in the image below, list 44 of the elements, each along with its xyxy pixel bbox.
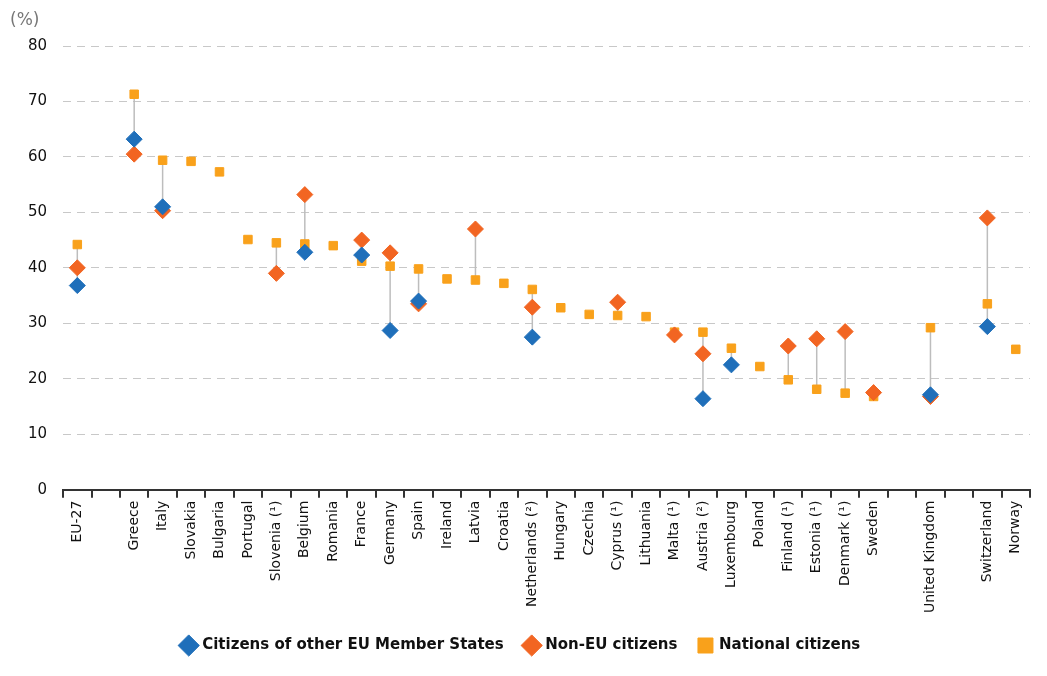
x-tick-label: Estonia (¹) (807, 500, 824, 574)
x-tick-label: Italy (153, 500, 170, 532)
x-tick-label: Finland (¹) (778, 500, 795, 572)
x-tick-label: Croatia (494, 500, 511, 551)
x-tick-label: Belgium (295, 500, 312, 559)
x-tick-label: Greece (124, 500, 141, 551)
y-tick-label: 40 (27, 257, 48, 276)
x-tick-label: Norway (1006, 500, 1023, 554)
x-tick-label: Portugal (238, 500, 255, 559)
y-tick-label: 0 (37, 479, 48, 498)
legend-label: Non-EU citizens (545, 635, 678, 654)
y-tick-label: 20 (27, 368, 48, 387)
x-tick-label: EU-27 (67, 500, 84, 543)
x-tick-label: Hungary (551, 500, 568, 561)
y-tick-label: 10 (27, 424, 48, 443)
y-tick-label: 30 (27, 313, 48, 332)
x-tick-label: United Kingdom (921, 500, 938, 614)
y-tick-label: 60 (27, 146, 48, 165)
x-tick-label: Ireland (437, 500, 454, 550)
x-tick-label: Denmark (¹) (835, 500, 852, 586)
x-tick-label: Bulgaria (210, 500, 227, 559)
x-tick-label: Slovenia (¹) (267, 500, 284, 582)
y-tick-label: 50 (27, 202, 48, 221)
y-tick-label: 70 (27, 91, 48, 110)
x-tick-label: Poland (750, 500, 767, 548)
x-tick-label: Germany (380, 500, 397, 565)
x-tick-label: Switzerland (977, 500, 994, 583)
x-tick-label: Netherlands (²) (522, 500, 539, 607)
x-tick-label: Luxembourg (722, 500, 739, 588)
y-axis-title: (%) (10, 8, 40, 29)
x-tick-label: Latvia (466, 500, 483, 544)
legend-label: National citizens (718, 635, 861, 654)
legend-label: Citizens of other EU Member States (202, 635, 504, 654)
x-tick-label: France (352, 500, 369, 548)
x-tick-label: Sweden (864, 500, 881, 556)
x-tick-label: Slovakia (181, 500, 198, 560)
x-tick-label: Cyprus (¹) (608, 500, 625, 571)
y-tick-label: 80 (27, 35, 48, 54)
x-tick-label: Spain (409, 500, 426, 540)
x-tick-label: Lithuania (636, 500, 653, 566)
x-tick-label: Malta (¹) (665, 500, 682, 561)
x-tick-label: Romania (323, 500, 340, 562)
x-tick-label: Czechia (579, 500, 596, 556)
x-tick-label: Austria (²) (693, 500, 710, 572)
